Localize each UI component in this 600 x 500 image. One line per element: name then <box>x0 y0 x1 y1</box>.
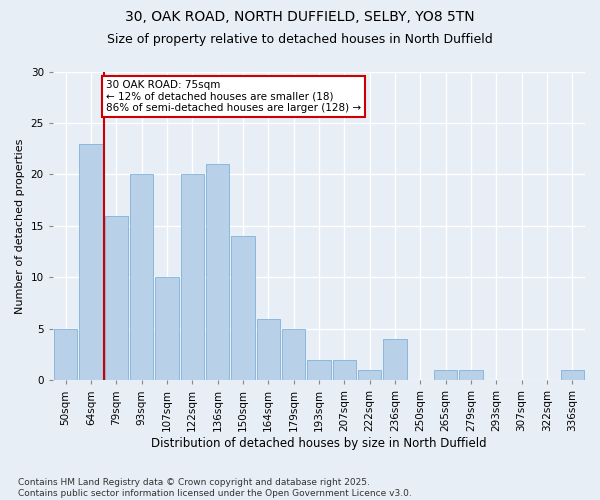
Bar <box>54 329 77 380</box>
Bar <box>560 370 584 380</box>
Bar <box>332 360 356 380</box>
Bar <box>358 370 381 380</box>
Bar <box>231 236 254 380</box>
Bar <box>434 370 457 380</box>
Bar <box>155 278 179 380</box>
Bar <box>383 339 407 380</box>
X-axis label: Distribution of detached houses by size in North Duffield: Distribution of detached houses by size … <box>151 437 487 450</box>
Text: Size of property relative to detached houses in North Duffield: Size of property relative to detached ho… <box>107 32 493 46</box>
Bar <box>181 174 204 380</box>
Text: 30, OAK ROAD, NORTH DUFFIELD, SELBY, YO8 5TN: 30, OAK ROAD, NORTH DUFFIELD, SELBY, YO8… <box>125 10 475 24</box>
Bar <box>282 329 305 380</box>
Y-axis label: Number of detached properties: Number of detached properties <box>15 138 25 314</box>
Text: Contains HM Land Registry data © Crown copyright and database right 2025.
Contai: Contains HM Land Registry data © Crown c… <box>18 478 412 498</box>
Bar <box>307 360 331 380</box>
Text: 30 OAK ROAD: 75sqm
← 12% of detached houses are smaller (18)
86% of semi-detache: 30 OAK ROAD: 75sqm ← 12% of detached hou… <box>106 80 361 113</box>
Bar <box>206 164 229 380</box>
Bar <box>460 370 482 380</box>
Bar <box>79 144 103 380</box>
Bar <box>130 174 153 380</box>
Bar <box>104 216 128 380</box>
Bar <box>257 318 280 380</box>
